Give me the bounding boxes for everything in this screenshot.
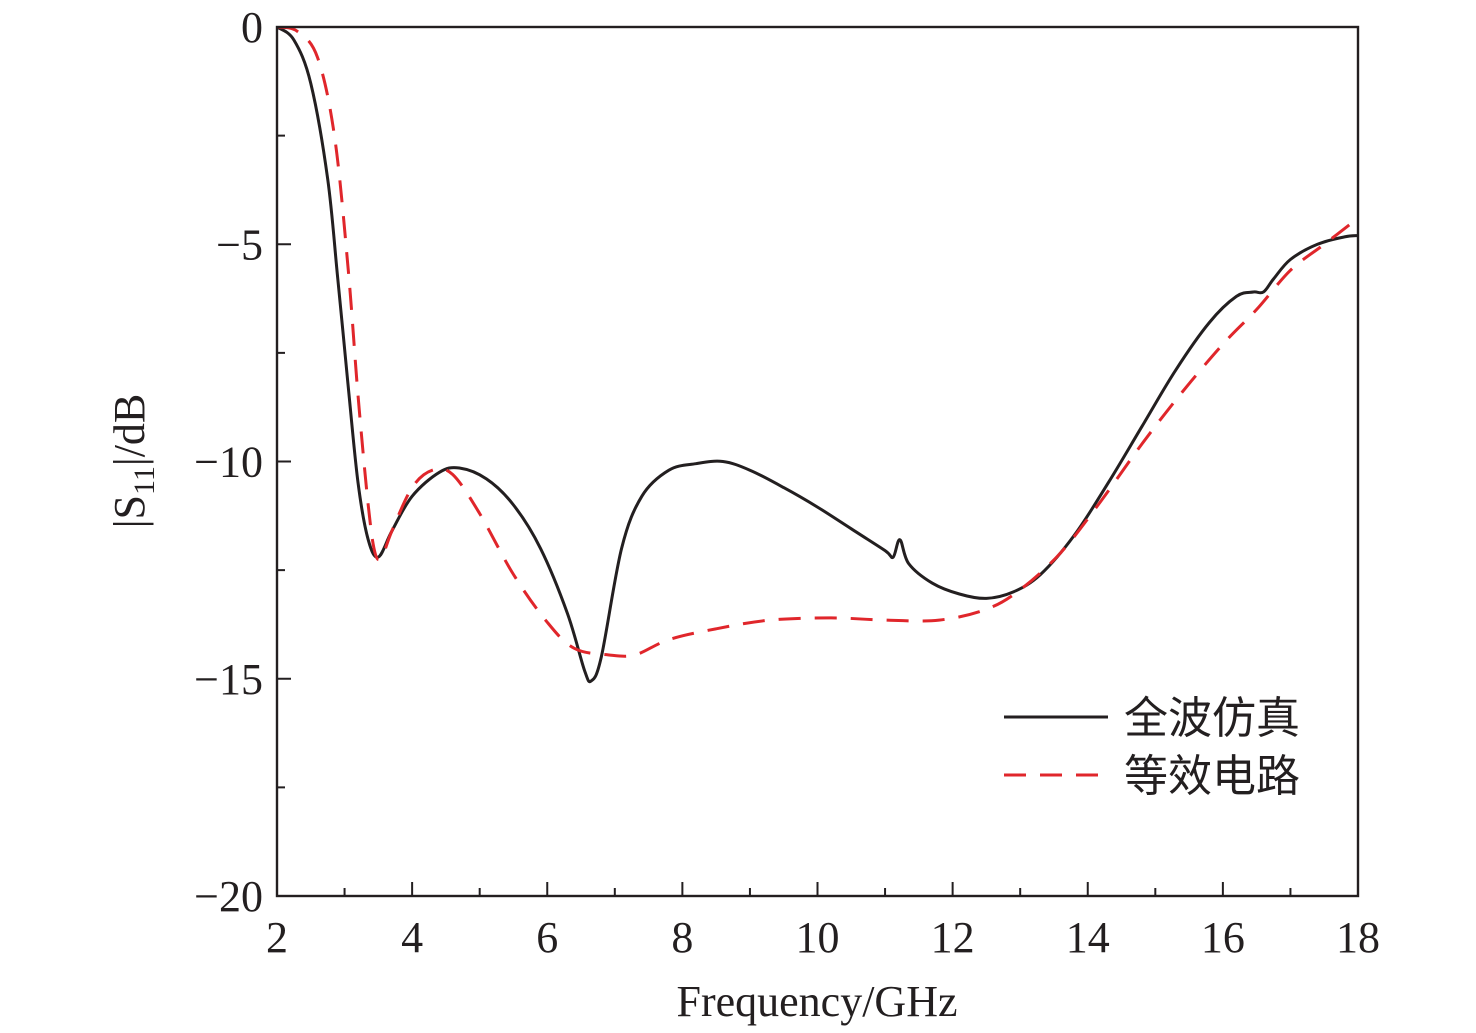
y-axis-title-suffix: |/dB [105,394,154,466]
legend: 全波仿真 等效电路 [1004,693,1300,802]
y-tick-label: 0 [241,3,263,52]
y-tick-label: −5 [216,220,263,269]
legend-label-equivalent-circuit: 等效电路 [1124,751,1300,802]
y-tick-label: −10 [194,438,263,487]
y-tick-label: −20 [194,872,263,921]
x-tick-label: 18 [1336,913,1380,962]
x-tick-label: 6 [536,913,558,962]
y-axis-title-subscript: 11 [128,466,161,495]
x-tick-label: 4 [401,913,423,962]
x-axis-title: Frequency/GHz [676,977,957,1026]
series-line-full-wave [277,27,1358,684]
legend-label-full-wave: 全波仿真 [1124,693,1300,744]
x-tick-label: 16 [1201,913,1245,962]
x-tick-label: 8 [671,913,693,962]
series-layer [277,27,1358,684]
axis-layer: 2 4 6 8 10 12 14 16 18 0 −5 −10 −15 −20 [194,3,1380,962]
series-line-equivalent-circuit [277,27,1358,658]
y-axis-title-prefix: |S [105,495,154,528]
x-tick-label: 10 [796,913,840,962]
x-tick-label: 14 [1066,913,1110,962]
y-axis-title: |S11|/dB [105,394,161,529]
x-tick-label: 2 [266,913,288,962]
x-tick-label: 12 [931,913,975,962]
y-tick-label: −15 [194,655,263,704]
